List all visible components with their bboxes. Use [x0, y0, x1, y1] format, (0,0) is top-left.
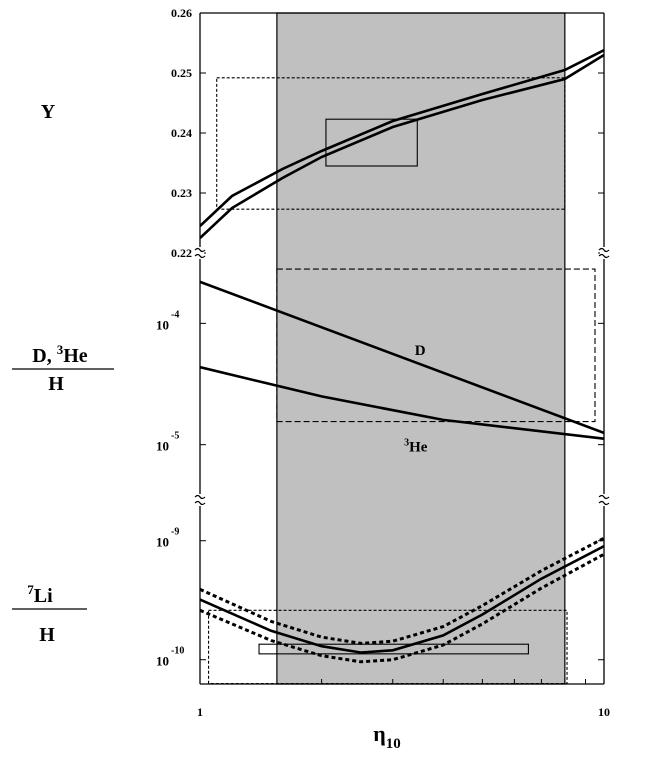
panel-DHe-ytick-label-1: 10-5	[156, 431, 179, 454]
panel-Li-box-0	[258, 643, 529, 655]
panel-DHe-annotation-1: 3He	[404, 437, 428, 455]
axis-break-bottom-0-0	[194, 253, 206, 259]
panel-DHe-ytick-label-0: 10-4	[156, 309, 179, 332]
panel-DHe-annotation-0: D	[415, 343, 426, 359]
panel-DHe-annotation-text-1: He	[409, 439, 428, 455]
axis-break-top-1-0	[194, 494, 206, 500]
panel-DHe-label-bottom: H	[48, 373, 64, 395]
panel-DHe-label-top: D, 3He	[32, 342, 88, 367]
axis-break-bottom-0-1	[598, 253, 610, 259]
panel-Li-series-0	[200, 545, 604, 654]
shaded-band	[276, 12, 566, 685]
panel-Li-label-top-li: Li	[34, 585, 53, 607]
panel-Li-series-1	[200, 536, 604, 645]
panel-Li-label-bottom: H	[39, 624, 55, 646]
panel-DHe-label-top-he: He	[63, 345, 88, 367]
panel-DHe-series-1	[200, 365, 604, 440]
panel-DHe-label-top-sup: 3	[57, 342, 64, 357]
panel-Li-ytick-label-1: 10-10	[156, 646, 184, 669]
axis-break-bottom-1-0	[194, 500, 206, 506]
axis-break-mask-1-1	[600, 494, 608, 506]
panel-Y-label: Y	[41, 101, 56, 123]
panel-Li-ytick-exp-1: -10	[171, 646, 184, 657]
panel-Y-box-0	[325, 118, 418, 167]
panel-DHe	[200, 268, 604, 440]
panel-Y-ytick-label-4: 0.26	[171, 6, 192, 20]
axis-break-top-0-0	[194, 247, 206, 253]
panel-Li-ytick-label-0: 10-9	[156, 527, 179, 550]
axis-break-bottom-1-1	[598, 500, 610, 506]
panel-DHe-annotation-sup-1: 3	[404, 437, 409, 448]
panel-Y-ytick-label-2: 0.24	[171, 126, 192, 140]
x-axis-label-main: η	[373, 721, 386, 746]
axis-break-mask-0-1	[600, 247, 608, 259]
panel-Y-ytick-label-0: 0.22	[171, 246, 192, 260]
panel-DHe-ytick-exp-1: -5	[171, 431, 179, 442]
panel-Y-series-1	[200, 53, 604, 239]
panel-DHe-box-0	[276, 268, 596, 423]
x-axis-label: η10	[373, 721, 401, 752]
panel-Y-ytick-label-3: 0.25	[171, 66, 192, 80]
x-axis-label-sub: 10	[386, 736, 401, 752]
panel-Li-label-top: 7Li	[27, 582, 53, 607]
axis-break-top-1-1	[598, 494, 610, 500]
panel-DHe-series-0	[200, 280, 604, 435]
panel-Li-series-2	[200, 552, 604, 664]
panel-Li-ytick-exp-0: -9	[171, 527, 179, 538]
panel-DHe-ytick-exp-0: -4	[171, 309, 179, 320]
panel-Li-label-top-sup: 7	[27, 582, 34, 597]
panel-Y-series-0	[200, 49, 604, 227]
panel-Y	[200, 49, 604, 239]
panel-Y-ytick-label-1: 0.23	[171, 186, 192, 200]
axis-break-mask-1-0	[196, 494, 204, 506]
axis-break-top-0-1	[598, 247, 610, 253]
panel-DHe-label-top-d: D,	[32, 345, 56, 367]
xtick-label-0: 1	[197, 705, 203, 719]
axis-break-mask-0-0	[196, 247, 204, 259]
panel-Li	[200, 536, 604, 684]
xtick-label-1: 10	[598, 705, 610, 719]
